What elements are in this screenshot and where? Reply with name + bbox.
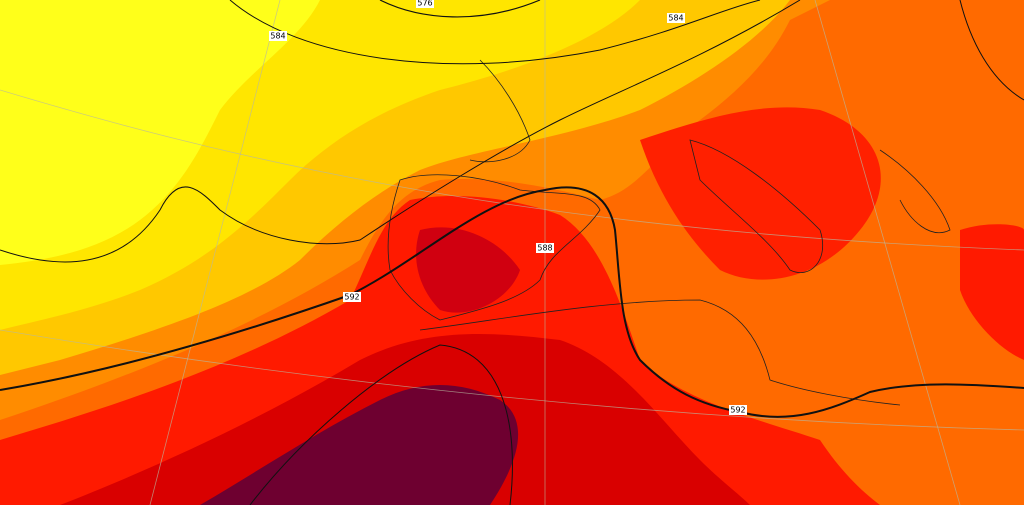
- grid-line: [814, 0, 961, 505]
- field-maroon: [200, 385, 519, 505]
- label-background: [269, 31, 287, 41]
- grid-line: [0, 329, 1024, 431]
- label-background: [536, 243, 554, 253]
- contour-label: 592: [730, 406, 745, 415]
- field-red-far-east: [960, 224, 1024, 360]
- field-red-east: [640, 107, 881, 280]
- grid-line: [149, 0, 281, 505]
- isohypse: [379, 0, 541, 18]
- isohypse: [0, 0, 801, 263]
- coastline: [469, 59, 531, 163]
- coastline: [689, 139, 824, 273]
- field-light-yellow: [0, 0, 320, 265]
- coastline: [387, 174, 601, 321]
- label-background: [416, 0, 434, 8]
- grid-line: [0, 89, 1024, 251]
- isohypse-bold: [0, 186, 1024, 418]
- label-background: [667, 13, 685, 23]
- contour-labels: 576 584 584 588 592 592: [269, 0, 747, 415]
- field-dark-red-iberia: [416, 227, 520, 313]
- isohypse: [229, 0, 761, 65]
- contour-label: 584: [270, 32, 285, 41]
- isohypse: [959, 0, 1024, 101]
- coastline: [879, 149, 951, 233]
- isohypse: [249, 344, 513, 505]
- contour-label: 588: [537, 244, 552, 253]
- coastlines: [387, 59, 951, 406]
- contour-label: 592: [344, 293, 359, 302]
- contour-label: 584: [668, 14, 683, 23]
- label-background: [729, 405, 747, 415]
- contour-label: 576: [417, 0, 432, 8]
- label-background: [343, 292, 361, 302]
- coastline: [419, 299, 901, 406]
